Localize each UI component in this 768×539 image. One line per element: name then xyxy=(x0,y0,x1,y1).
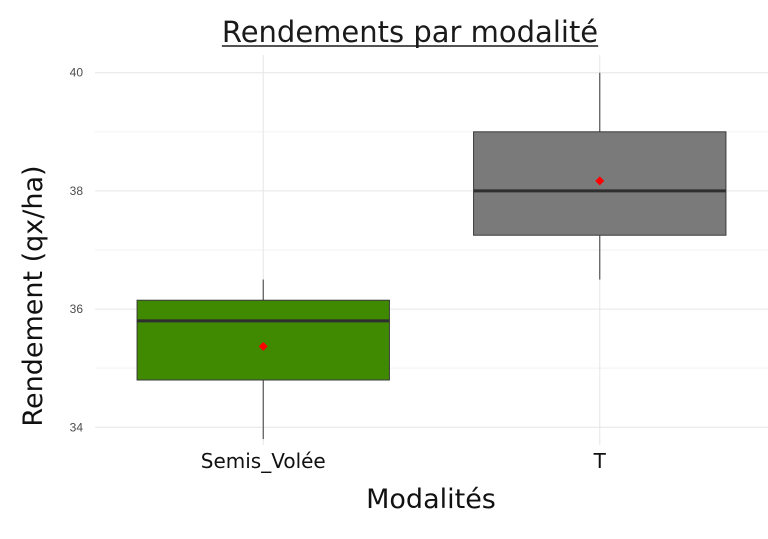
box-2 xyxy=(473,72,727,280)
y-tick-label: 36 xyxy=(70,302,84,316)
box-1 xyxy=(136,279,390,440)
y-axis-ticks: 34 36 38 40 xyxy=(70,66,84,435)
y-tick-label: 38 xyxy=(70,184,84,198)
x-axis-ticks: Semis_Volée T xyxy=(201,449,607,473)
x-tick-label: T xyxy=(593,449,607,473)
mean-marker xyxy=(595,176,605,186)
y-axis-title: Rendement (qx/ha) xyxy=(18,165,49,426)
x-axis-title: Modalités xyxy=(366,484,496,515)
chart-title: Rendements par modalité xyxy=(222,15,598,49)
mean-marker xyxy=(258,341,268,351)
box-rect xyxy=(136,299,390,381)
y-tick-label: 34 xyxy=(70,420,84,434)
box-series xyxy=(136,72,727,440)
grid-lines xyxy=(95,55,768,445)
x-tick-label: Semis_Volée xyxy=(201,449,326,473)
y-tick-label: 40 xyxy=(70,66,84,80)
